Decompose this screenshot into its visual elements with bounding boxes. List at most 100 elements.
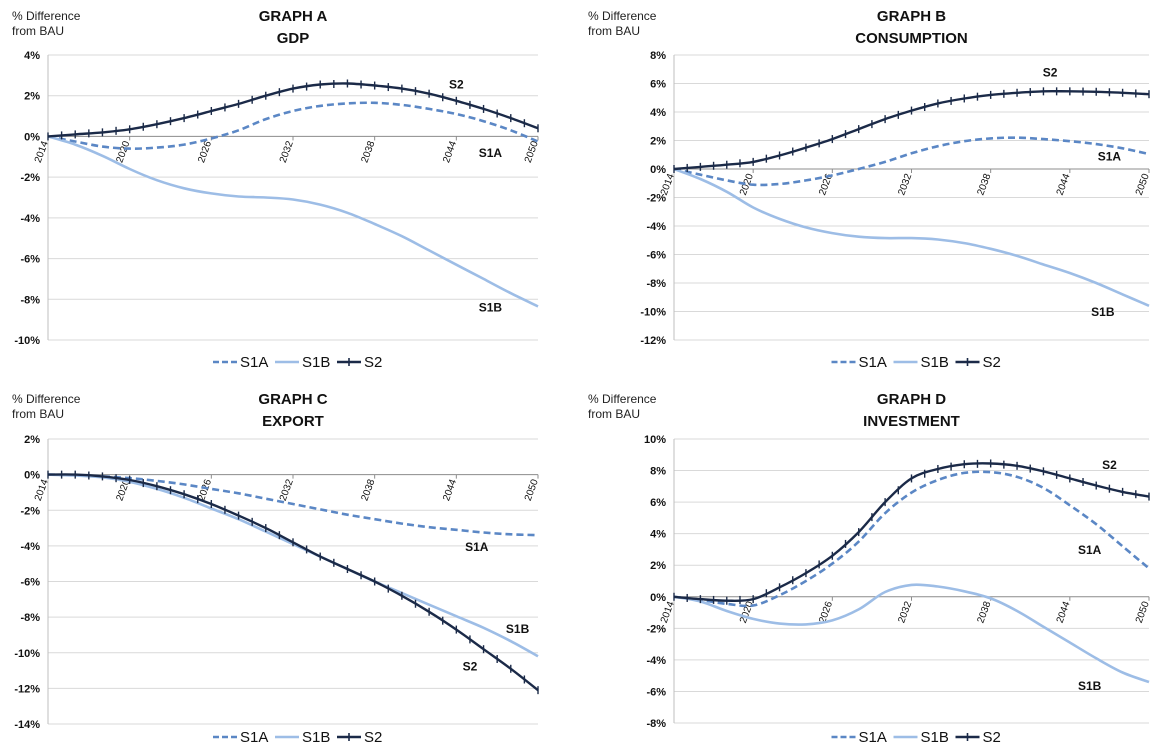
chart-b-legend-s1a-label: S1A [859, 354, 887, 371]
chart-b-ytick-label: -4% [646, 221, 666, 233]
chart-a-legend-s1a-label: S1A [240, 354, 268, 371]
chart-d-ytick-label: 4% [650, 529, 666, 541]
chart-c-xtick-label: 2044 [441, 477, 459, 502]
chart-a-series-s1a-line [47, 101, 539, 150]
chart-b-series-s1b-line [673, 167, 1150, 307]
chart-c-ytick-label: -14% [14, 719, 40, 731]
chart-a-xtick-label: 2044 [441, 139, 459, 164]
chart-b-title: GRAPH B [877, 8, 946, 25]
chart-d-series-s1a-line [673, 470, 1150, 608]
chart-d-ytick-label: -8% [646, 718, 666, 730]
chart-b-ytick-label: -8% [646, 278, 666, 290]
chart-c-annotation-s1b: S1B [506, 622, 530, 636]
chart-b-ytick-label: 6% [650, 79, 666, 91]
chart-d-ytick-label: -6% [646, 686, 666, 698]
chart-a-legend-s1b-label: S1B [302, 354, 330, 371]
chart-b-legend-s2-label: S2 [983, 354, 1001, 371]
chart-d-legend-s2-label: S2 [983, 729, 1001, 746]
chart-b-ytick-label: 4% [650, 107, 666, 119]
chart-b-subtitle: CONSUMPTION [855, 30, 968, 47]
chart-c-ytick-label: 0% [24, 470, 40, 482]
chart-b-series-s1a-line [673, 136, 1150, 187]
chart-a-xtick-label: 2038 [360, 139, 378, 164]
chart-a-ytick-label: 4% [24, 50, 40, 62]
chart-c-ytick-label: -6% [20, 577, 40, 589]
chart-a-title: GRAPH A [259, 8, 328, 25]
chart-c-title: GRAPH C [258, 391, 327, 408]
chart-c-ytick-label: -10% [14, 648, 40, 660]
chart-d-ytick-label: -2% [646, 623, 666, 635]
chart-a-ylabel-line1: % Difference [12, 9, 81, 23]
chart-d-ytick-label: 6% [650, 497, 666, 509]
chart-c-ylabel-line1: % Difference [12, 392, 81, 406]
chart-a-xtick-label: 2020 [115, 139, 133, 164]
chart-b-xtick-label: 2050 [1134, 172, 1151, 197]
chart-a-annotation-s1a: S1A [479, 146, 503, 160]
chart-c-xtick-label: 2038 [360, 477, 378, 502]
chart-b-ytick-label: 8% [650, 50, 666, 62]
chart-a-ytick-label: 2% [24, 91, 40, 103]
chart-b-ytick-label: -10% [640, 307, 666, 319]
chart-d-ytick-label: 10% [644, 434, 666, 446]
chart-d-annotation-s1a: S1A [1078, 543, 1102, 557]
chart-c-legend-s2-label: S2 [364, 729, 382, 746]
chart-d-xtick-label: 2032 [896, 600, 914, 625]
chart-c-ylabel-line2: from BAU [12, 407, 64, 421]
chart-d-ytick-label: 8% [650, 466, 666, 478]
chart-d-xtick-label: 2020 [738, 600, 756, 625]
chart-a-ytick-label: -4% [20, 213, 40, 225]
chart-c-ytick-label: -4% [20, 541, 40, 553]
chart-d-annotation-s1b: S1B [1078, 679, 1102, 693]
chart-c-ytick-label: -12% [14, 683, 40, 695]
chart-b-annotation-s1b: S1B [1091, 305, 1115, 319]
chart-b-ytick-label: 0% [650, 164, 666, 176]
chart-a-annotation-s2: S2 [449, 78, 464, 92]
chart-a-ytick-label: 0% [24, 131, 40, 143]
chart-d-xtick-label: 2038 [976, 600, 994, 625]
chart-a-ytick-label: -2% [20, 172, 40, 184]
chart-b-xtick-label: 2038 [976, 172, 994, 197]
chart-d-series-s2-line [673, 462, 1150, 603]
chart-a-annotation-s1b: S1B [479, 301, 503, 315]
chart-a-ytick-label: -8% [20, 294, 40, 306]
chart-a-legend-s2-label: S2 [364, 354, 382, 371]
chart-c-annotation-s2: S2 [463, 660, 478, 674]
chart-a-xtick-label: 2026 [196, 139, 214, 164]
chart-b-xtick-label: 2032 [896, 172, 914, 197]
chart-b-xtick-label: 2044 [1055, 172, 1073, 197]
chart-b-ylabel-line1: % Difference [588, 9, 657, 23]
chart-a-series-s1b-line [47, 135, 539, 308]
chart-a-subtitle: GDP [277, 30, 310, 47]
chart-d-series-s1b-line [673, 583, 1150, 684]
chart-b-ytick-label: -12% [640, 335, 666, 347]
chart-c-ytick-label: 2% [24, 434, 40, 446]
chart-d-ylabel-line2: from BAU [588, 407, 640, 421]
chart-b-annotation-s1a: S1A [1098, 149, 1122, 163]
chart-d-subtitle: INVESTMENT [863, 413, 960, 430]
chart-a-xtick-label: 2050 [523, 139, 541, 164]
chart-d-xtick-label: 2044 [1055, 600, 1073, 625]
chart-d-title: GRAPH D [877, 391, 946, 408]
chart-b-legend-s1b-label: S1B [921, 354, 949, 371]
chart-c-xtick-label: 2032 [278, 477, 296, 502]
chart-d-legend-s1b-label: S1B [921, 729, 949, 746]
chart-a-ytick-label: -10% [14, 335, 40, 347]
chart-d-ylabel-line1: % Difference [588, 392, 657, 406]
chart-a-ylabel-line2: from BAU [12, 24, 64, 38]
chart-d-ytick-label: 2% [650, 560, 666, 572]
chart-b-ytick-label: -2% [646, 193, 666, 205]
chart-d-ytick-label: 0% [650, 592, 666, 604]
chart-b-series-s2-line [673, 90, 1150, 171]
chart-d-annotation-s2: S2 [1102, 458, 1117, 472]
chart-d-ytick-label: -4% [646, 655, 666, 667]
chart-c-subtitle: EXPORT [262, 413, 324, 430]
chart-c-legend-s1b-label: S1B [302, 729, 330, 746]
chart-b-ytick-label: 2% [650, 136, 666, 148]
chart-a-ytick-label: -6% [20, 254, 40, 266]
chart-b-ylabel-line2: from BAU [588, 24, 640, 38]
